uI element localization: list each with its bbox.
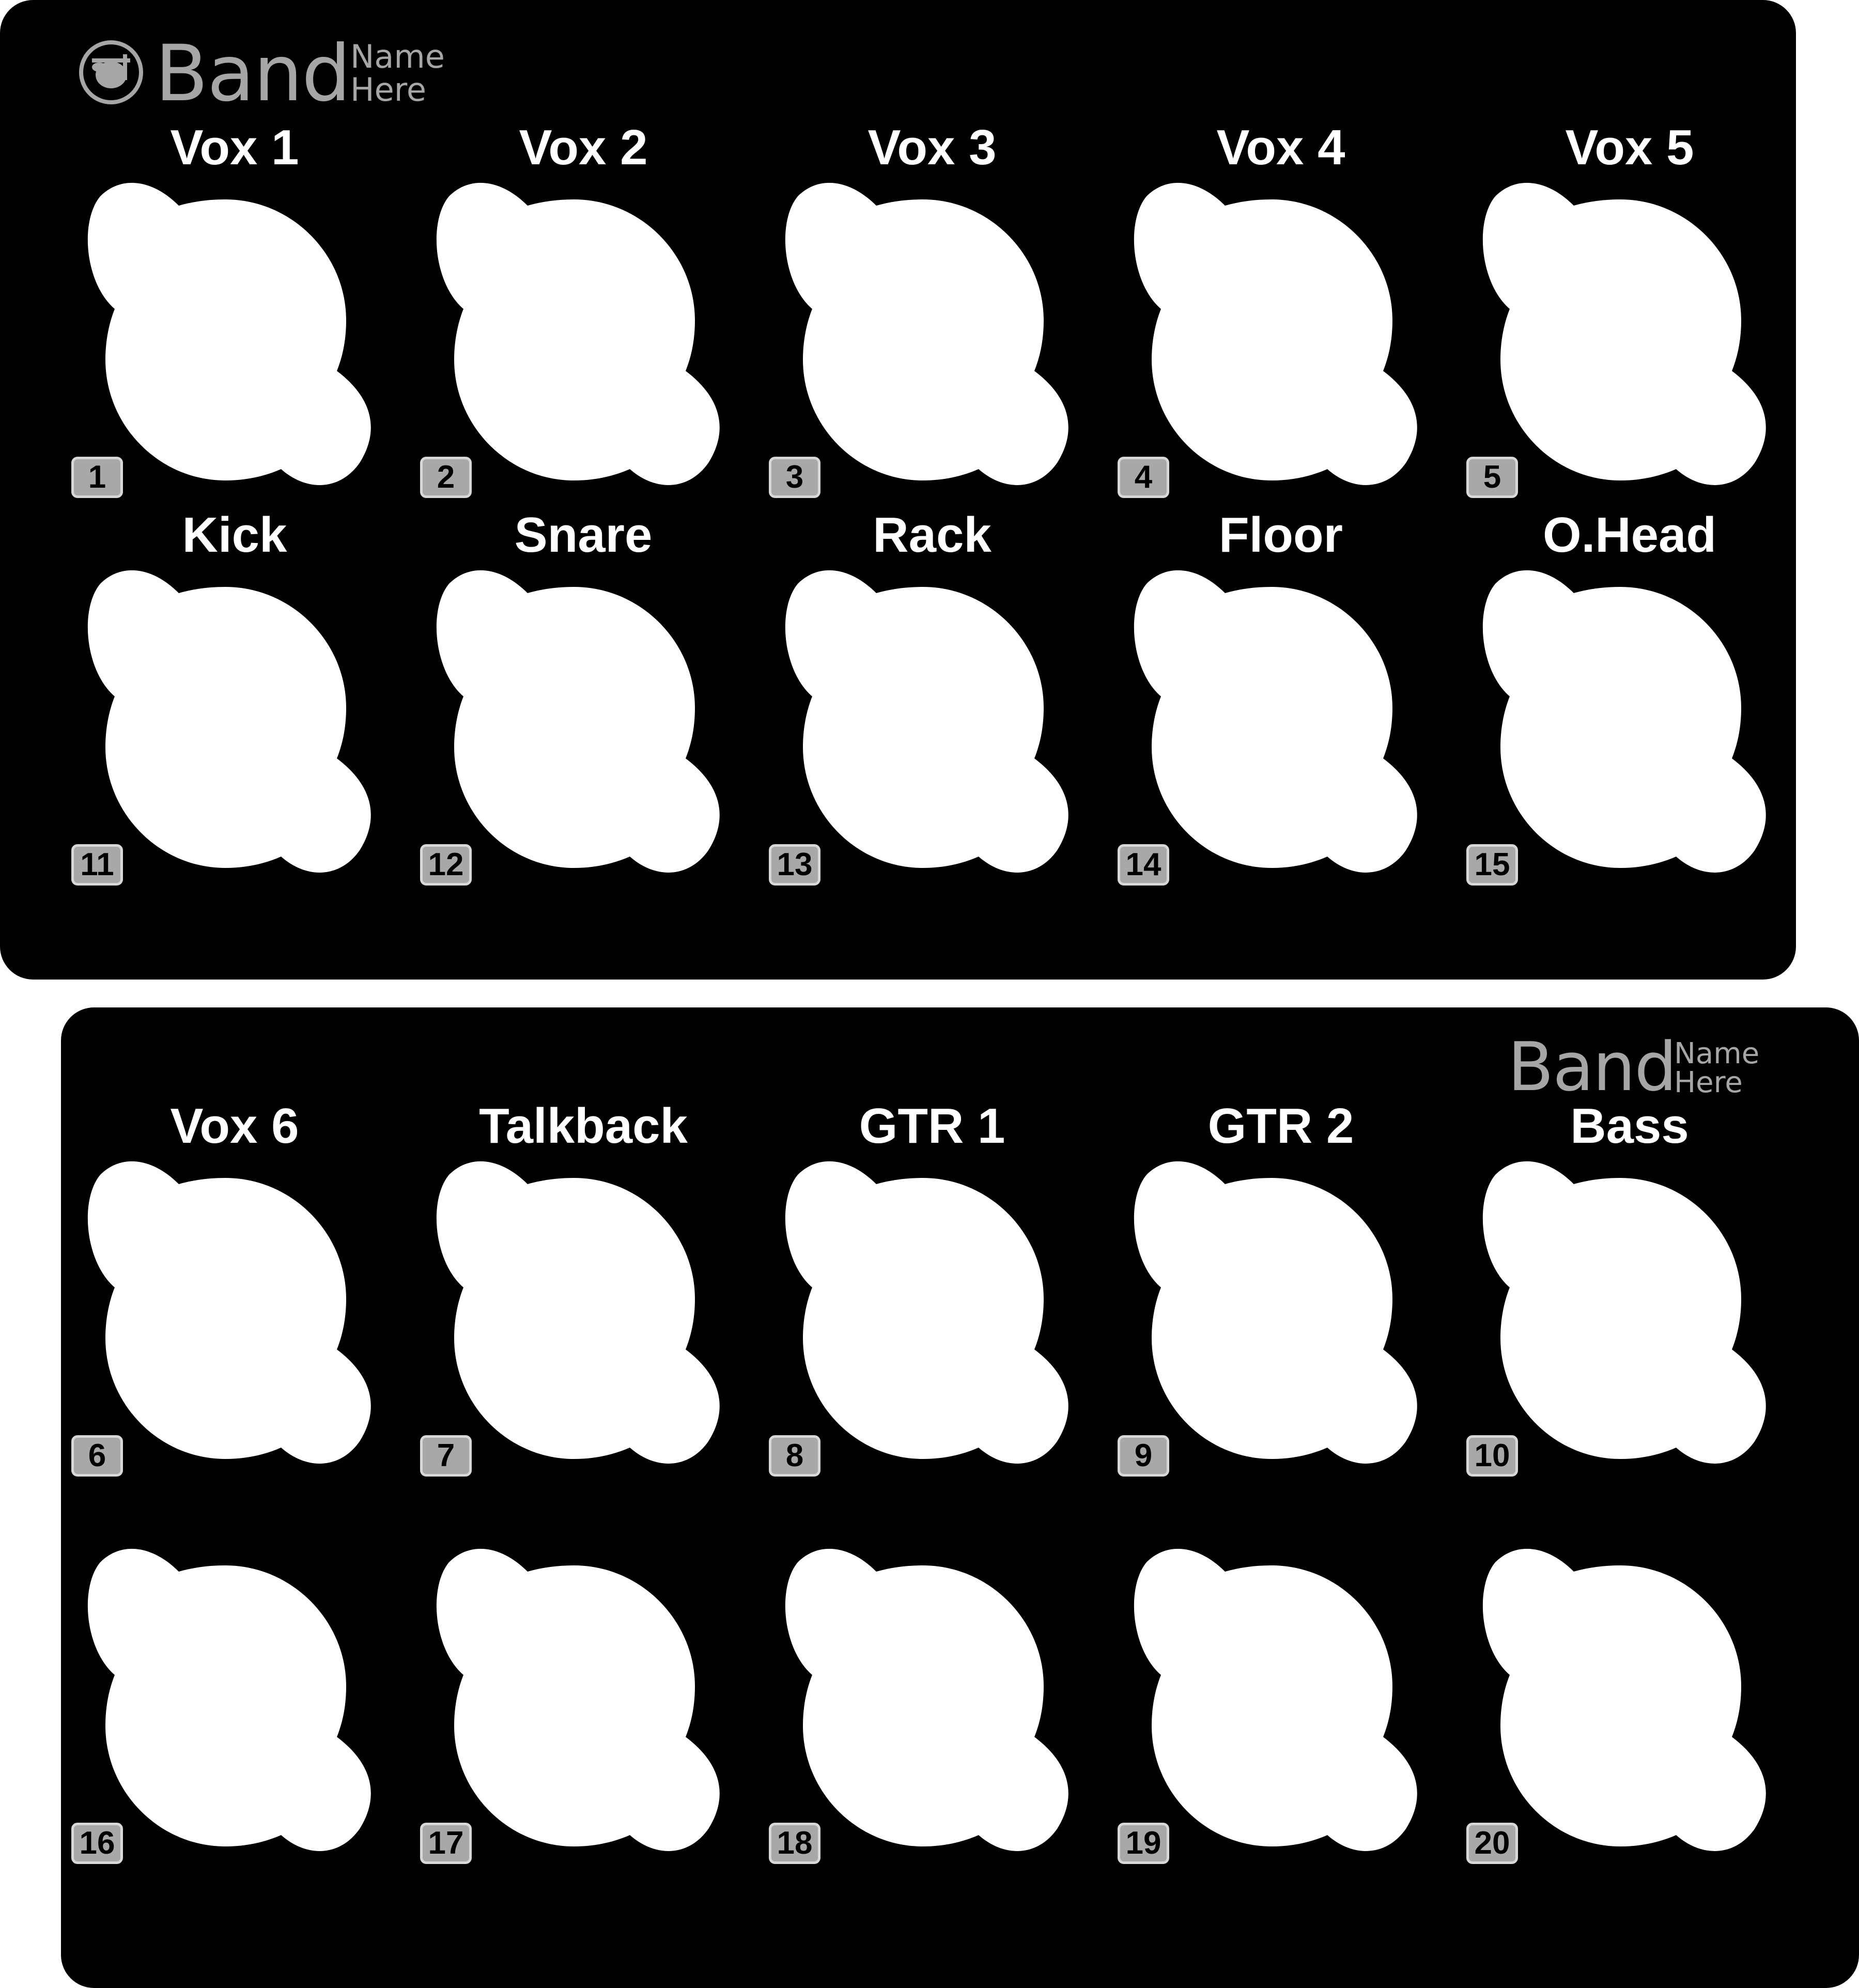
channel-label: O.Head [1542,507,1717,563]
channel-slot-11: Kick 11 [64,507,405,886]
channel-number-badge: 7 [420,1435,472,1477]
brand-name: Band [155,29,351,119]
channel-slot-15: O.Head 15 [1459,507,1800,886]
channel-number-badge: 8 [769,1435,820,1477]
channel-slot-16: 16 [64,1488,405,1864]
channel-number-badge: 19 [1118,1823,1169,1864]
channel-number-badge: 14 [1118,844,1169,886]
xlr-socket-cutout [87,182,371,485]
channel-number-badge: 18 [769,1823,820,1864]
brand-sub-line2: Here [350,71,427,108]
channel-slot-14: Floor 14 [1110,507,1451,886]
brand-sub-line1: Name [1674,1037,1760,1070]
channel-label: Bass [1570,1098,1689,1154]
xlr-socket-cutout [436,570,720,873]
channel-label: Kick [182,507,287,563]
brand-logo: Band Name Here [0,0,465,114]
channel-number-badge: 12 [420,844,472,886]
channel-number-badge: 15 [1466,844,1518,886]
channel-number-badge: 17 [420,1823,472,1864]
xlr-socket-cutout [1134,570,1417,873]
channel-number-badge: 9 [1118,1435,1169,1477]
channel-number-badge: 1 [71,457,123,498]
channel-label: Vox 2 [519,120,648,175]
channel-label: Vox 6 [170,1098,299,1154]
channel-number-badge: 16 [71,1823,123,1864]
xlr-socket-cutout [1482,1161,1766,1464]
xlr-socket-cutout [87,1161,371,1464]
channel-slot-7: Talkback 7 [413,1098,754,1477]
xlr-socket-cutout [1134,182,1417,485]
brand-sub-line1: Name [350,38,445,75]
channel-label: GTR 1 [859,1098,1005,1154]
channel-label: Talkback [479,1098,688,1154]
channel-number-badge: 13 [769,844,820,886]
brand-name: Band [1508,1028,1677,1106]
xlr-socket-cutout [1482,1548,1766,1851]
channel-slot-17: 17 [413,1488,754,1864]
xlr-socket-cutout [436,1161,720,1464]
channel-slot-13: Rack 13 [762,507,1103,886]
channel-number-badge: 6 [71,1435,123,1477]
channel-slot-19: 19 [1110,1488,1451,1864]
xlr-socket-cutout [1482,570,1766,873]
channel-label: Vox 3 [867,120,997,175]
xlr-socket-cutout [785,1548,1068,1851]
channel-label: Vox 5 [1565,120,1694,175]
channel-number-badge: 3 [769,457,820,498]
channel-number-badge: 5 [1466,457,1518,498]
channel-slot-3: Vox 3 3 [762,120,1103,498]
channel-slot-5: Vox 5 5 [1459,120,1800,498]
drum-kit-icon [79,40,143,104]
channel-label: Vox 1 [170,120,299,175]
channel-slot-1: Vox 1 1 [64,120,405,498]
channel-number-badge: 4 [1118,457,1169,498]
bottom-channel-panel: Band Name Here Vox 6 6 Talkback 7 GTR 1 8 GTR … [61,1007,1859,1988]
xlr-socket-cutout [87,570,371,873]
xlr-socket-cutout [436,1548,720,1851]
xlr-socket-cutout [1482,182,1766,485]
channel-number-badge: 10 [1466,1435,1518,1477]
channel-label: GTR 2 [1207,1098,1354,1154]
channel-number-badge: 2 [420,457,472,498]
brand-sub-line2: Here [1674,1066,1743,1099]
xlr-socket-cutout [1134,1548,1417,1851]
xlr-socket-cutout [1134,1161,1417,1464]
xlr-socket-cutout [785,570,1068,873]
channel-slot-20: 20 [1459,1488,1800,1864]
xlr-socket-cutout [785,1161,1068,1464]
channel-slot-6: Vox 6 6 [64,1098,405,1477]
channel-label: Floor [1219,507,1343,563]
channel-number-badge: 20 [1466,1823,1518,1864]
brand-logo-bottom: Band Name Here [1508,1007,1838,1111]
channel-number-badge: 11 [71,844,123,886]
xlr-socket-cutout [785,182,1068,485]
xlr-socket-cutout [87,1548,371,1851]
channel-label: Rack [873,507,992,563]
channel-slot-4: Vox 4 4 [1110,120,1451,498]
channel-label: Vox 4 [1216,120,1345,175]
xlr-socket-cutout [436,182,720,485]
channel-slot-12: Snare 12 [413,507,754,886]
channel-slot-10: Bass 10 [1459,1098,1800,1477]
channel-slot-9: GTR 2 9 [1110,1098,1451,1477]
channel-slot-8: GTR 1 8 [762,1098,1103,1477]
channel-slot-18: 18 [762,1488,1103,1864]
channel-label: Snare [514,507,653,563]
channel-slot-2: Vox 2 2 [413,120,754,498]
